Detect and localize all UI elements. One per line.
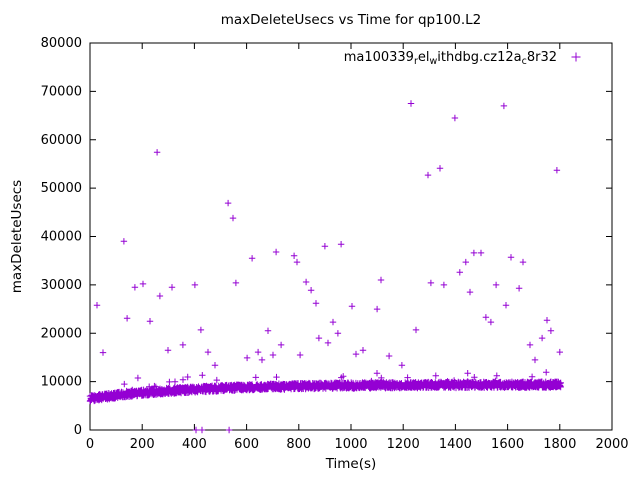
legend: ma100339relwithdbg.cz12ac8r32 — [344, 50, 557, 67]
x-tick-label: 2000 — [595, 437, 628, 452]
legend-label-subscript: c — [521, 56, 527, 67]
legend-marker-icon — [571, 52, 581, 62]
x-tick-label: 0 — [86, 437, 94, 452]
x-tick-label: 200 — [130, 437, 155, 452]
legend-label-subscript: w — [429, 56, 438, 67]
x-axis-label: Time(s) — [325, 456, 377, 472]
y-tick-label: 0 — [74, 423, 82, 438]
legend-label-text: el — [417, 50, 430, 65]
y-tick-label: 30000 — [41, 278, 82, 293]
x-tick-label: 1000 — [334, 437, 367, 452]
y-tick-label: 70000 — [41, 84, 82, 99]
legend-label-text: 8r32 — [526, 50, 557, 65]
data-points — [86, 100, 564, 434]
y-tick-label: 60000 — [41, 133, 82, 148]
x-tick-label: 1400 — [439, 437, 472, 452]
x-tick-label: 800 — [286, 437, 311, 452]
x-tick-label: 1200 — [387, 437, 420, 452]
x-tick-label: 1800 — [543, 437, 576, 452]
y-tick-label: 10000 — [41, 375, 82, 390]
x-tick-label: 1600 — [491, 437, 524, 452]
legend-label-text: ma100339 — [343, 50, 414, 65]
y-tick-label: 80000 — [41, 36, 82, 51]
x-tick-label: 600 — [234, 437, 259, 452]
legend-label-text: ithdbg.cz12a — [437, 50, 522, 65]
y-axis-label: maxDeleteUsecs — [9, 179, 25, 294]
y-tick-label: 20000 — [41, 326, 82, 341]
chart-title: maxDeleteUsecs vs Time for qp100.L2 — [220, 12, 482, 28]
x-tick-label: 400 — [182, 437, 207, 452]
y-tick-label: 50000 — [41, 181, 82, 196]
y-tick-label: 40000 — [41, 230, 82, 245]
legend-label-subscript: r — [413, 56, 418, 67]
legend-label: ma100339relwithdbg.cz12ac8r32 — [343, 50, 557, 67]
plot-frame — [89, 42, 613, 431]
axis-ticks — [89, 42, 613, 431]
